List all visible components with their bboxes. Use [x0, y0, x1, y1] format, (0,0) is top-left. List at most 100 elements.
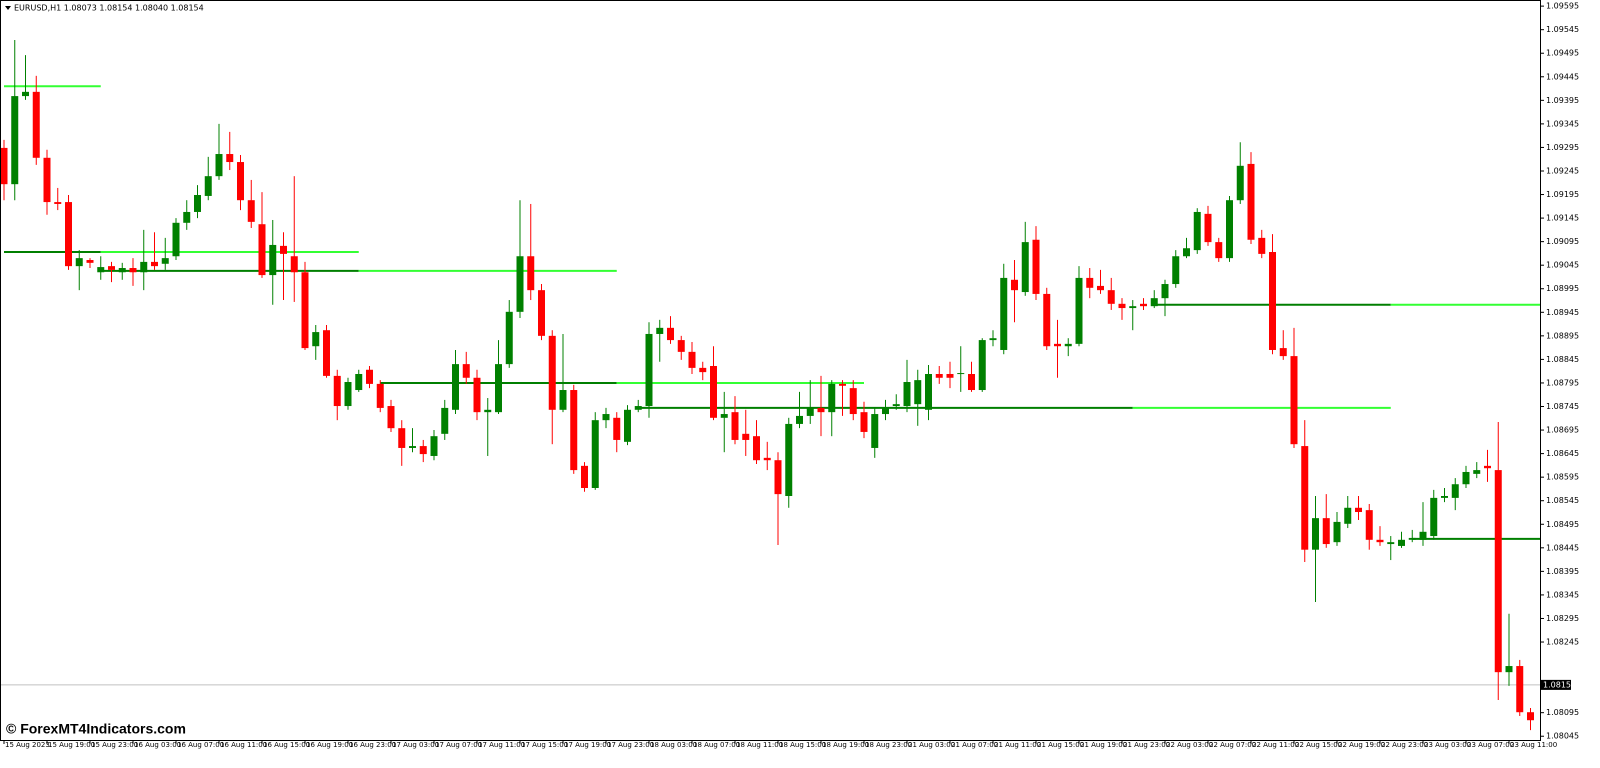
y-tick-label: 1.09245	[1546, 166, 1579, 175]
x-tick-label: 23 Aug 07:00	[1467, 741, 1514, 749]
candle-body	[957, 373, 965, 375]
candle-body	[1107, 290, 1115, 304]
y-tick-label: 1.08395	[1546, 567, 1579, 576]
candle-body	[989, 338, 997, 341]
candle-body	[1516, 666, 1524, 713]
candle-body	[1150, 298, 1158, 307]
y-tick-label: 1.08295	[1546, 614, 1579, 623]
x-tick-label: 17 Aug 15:00	[521, 741, 568, 749]
candle-body	[430, 436, 438, 456]
candle-body	[1398, 539, 1405, 546]
x-tick-label: 17 Aug 23:00	[607, 741, 654, 749]
candle-body	[247, 200, 255, 222]
candle-body	[484, 409, 492, 413]
candle-body	[656, 327, 664, 334]
candle-body	[118, 268, 126, 273]
x-tick-label: 18 Aug 07:00	[693, 741, 740, 749]
candle-body	[172, 222, 180, 257]
y-tick-label: 1.08645	[1546, 449, 1579, 458]
chart-header: EURUSD,H1 1.08073 1.08154 1.08040 1.0815…	[14, 4, 204, 13]
candle-body	[785, 423, 793, 497]
candle-body	[129, 268, 137, 273]
x-tick-label: 21 Aug 23:00	[1123, 741, 1170, 749]
candle-body	[1, 147, 8, 185]
x-tick-label: 15 Aug 2023	[5, 741, 50, 749]
candle-body	[301, 272, 309, 349]
candle-body	[1247, 163, 1255, 240]
candle-body	[1032, 239, 1040, 294]
candle-body	[1215, 242, 1223, 259]
candle-body	[97, 267, 105, 273]
y-tick-label: 1.08995	[1546, 284, 1579, 293]
candle-body	[161, 258, 169, 264]
candle-body	[645, 333, 653, 407]
y-tick-label: 1.08795	[1546, 378, 1579, 387]
candle-body	[742, 433, 750, 440]
y-tick-label: 1.08695	[1546, 426, 1579, 435]
y-tick-label: 1.09195	[1546, 190, 1579, 199]
x-tick-label: 17 Aug 19:00	[564, 741, 611, 749]
x-tick-label: 21 Aug 15:00	[1037, 741, 1084, 749]
candle-body	[1322, 518, 1330, 545]
candle-body	[828, 383, 836, 413]
x-tick-label: 23 Aug 03:00	[1424, 741, 1471, 749]
candle-body	[677, 340, 685, 352]
candle-body	[946, 374, 954, 378]
y-tick-label: 1.08745	[1546, 402, 1579, 411]
y-tick-label: 1.08345	[1546, 590, 1579, 599]
candle-body	[1279, 348, 1287, 357]
candle-body	[591, 420, 599, 488]
plot-area	[1, 40, 1540, 731]
watermark: © ForexMT4Indicators.com	[6, 721, 186, 737]
candle-body	[903, 382, 911, 407]
x-tick-label: 16 Aug 19:00	[306, 741, 353, 749]
candle-body	[1301, 446, 1309, 550]
candle-body	[1054, 343, 1061, 347]
candle-body	[452, 364, 459, 410]
candle-body	[860, 412, 868, 432]
candle-body	[935, 374, 943, 378]
x-tick-label: 18 Aug 11:00	[736, 741, 783, 749]
candle-body	[1086, 277, 1094, 288]
y-tick-label: 1.09345	[1546, 119, 1579, 128]
x-tick-label: 22 Aug 07:00	[1209, 741, 1256, 749]
candle-body	[796, 415, 803, 424]
y-tick-label: 1.09095	[1546, 237, 1579, 246]
candle-body	[1430, 497, 1438, 537]
y-tick-label: 1.08545	[1546, 496, 1579, 505]
candle-body	[667, 327, 674, 341]
candle-body	[817, 407, 825, 413]
y-tick-label: 1.08895	[1546, 331, 1579, 340]
candle-body	[43, 157, 51, 203]
y-tick-label: 1.09495	[1546, 49, 1579, 58]
candle-body	[1140, 303, 1147, 307]
y-tick-label: 1.08095	[1546, 708, 1579, 717]
candle-body	[505, 311, 513, 365]
candle-body	[699, 367, 707, 373]
candle-body	[763, 457, 771, 461]
candle-body	[1473, 470, 1481, 474]
candle-body	[366, 369, 373, 384]
candle-body	[753, 436, 760, 461]
candle-body	[290, 256, 298, 273]
candle-body	[806, 407, 814, 416]
plot-frame	[0, 0, 1541, 741]
y-tick-label: 1.09045	[1546, 261, 1579, 270]
candle-body	[419, 446, 427, 455]
candle-body	[22, 91, 29, 97]
candle-body	[269, 244, 277, 276]
candle-body	[333, 375, 341, 407]
candle-body	[1129, 306, 1137, 309]
candle-body	[215, 154, 223, 177]
candle-body	[54, 202, 62, 204]
candle-body	[355, 374, 363, 391]
y-tick-label: 1.09395	[1546, 96, 1579, 105]
candle-body	[398, 428, 406, 448]
candle-body	[538, 290, 545, 336]
candle-body	[226, 154, 234, 163]
candle-body	[204, 176, 212, 196]
candle-body	[527, 256, 535, 291]
candle-body	[602, 414, 610, 421]
candle-body	[32, 91, 40, 158]
